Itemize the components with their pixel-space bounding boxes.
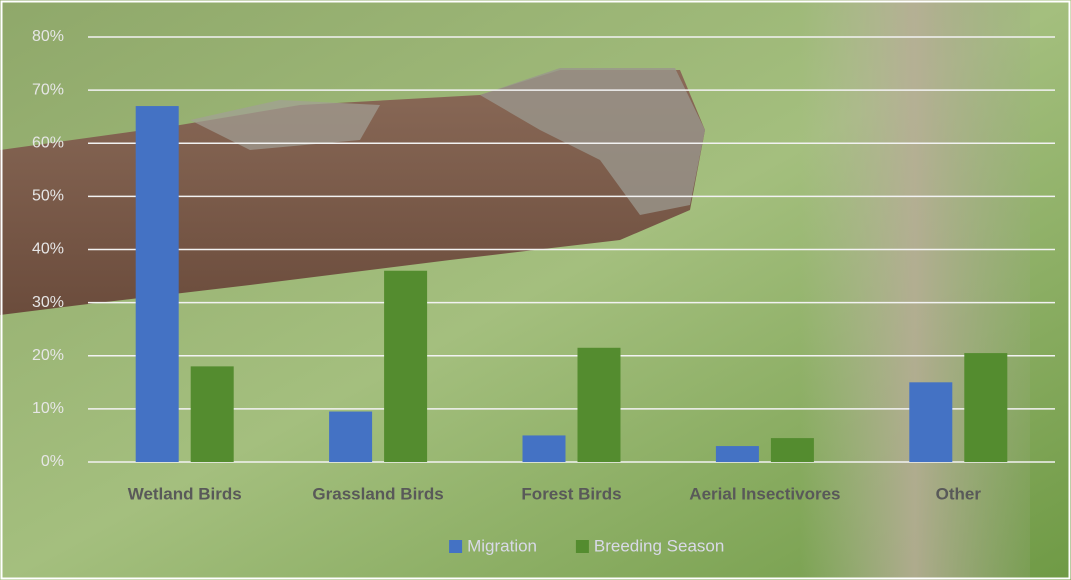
y-tick-label: 20%	[32, 347, 64, 364]
bar	[190, 366, 234, 462]
y-tick-label: 70%	[32, 81, 64, 98]
x-tick-label: Forest Birds	[521, 484, 621, 503]
bar	[135, 106, 179, 462]
bar	[577, 347, 621, 462]
bar	[964, 353, 1008, 462]
y-tick-label: 40%	[32, 241, 64, 258]
x-tick-label: Wetland Birds	[128, 484, 242, 503]
bar	[909, 382, 953, 462]
x-tick-label: Aerial Insectivores	[689, 484, 840, 503]
x-tick-label: Other	[936, 484, 982, 503]
bar	[770, 438, 814, 462]
y-tick-label: 0%	[41, 453, 64, 470]
bar	[384, 270, 428, 462]
bar	[329, 411, 373, 462]
x-tick-label: Grassland Birds	[312, 484, 443, 503]
y-tick-label: 10%	[32, 400, 64, 417]
bar	[715, 446, 759, 462]
legend-label: Breeding Season	[594, 536, 724, 555]
legend-swatch	[575, 540, 589, 553]
y-tick-label: 50%	[32, 188, 64, 205]
y-tick-label: 30%	[32, 294, 64, 311]
y-tick-label: 80%	[32, 28, 64, 45]
y-tick-label: 60%	[32, 134, 64, 151]
legend-swatch	[449, 540, 463, 553]
legend-label: Migration	[467, 536, 537, 555]
bar	[522, 435, 566, 462]
